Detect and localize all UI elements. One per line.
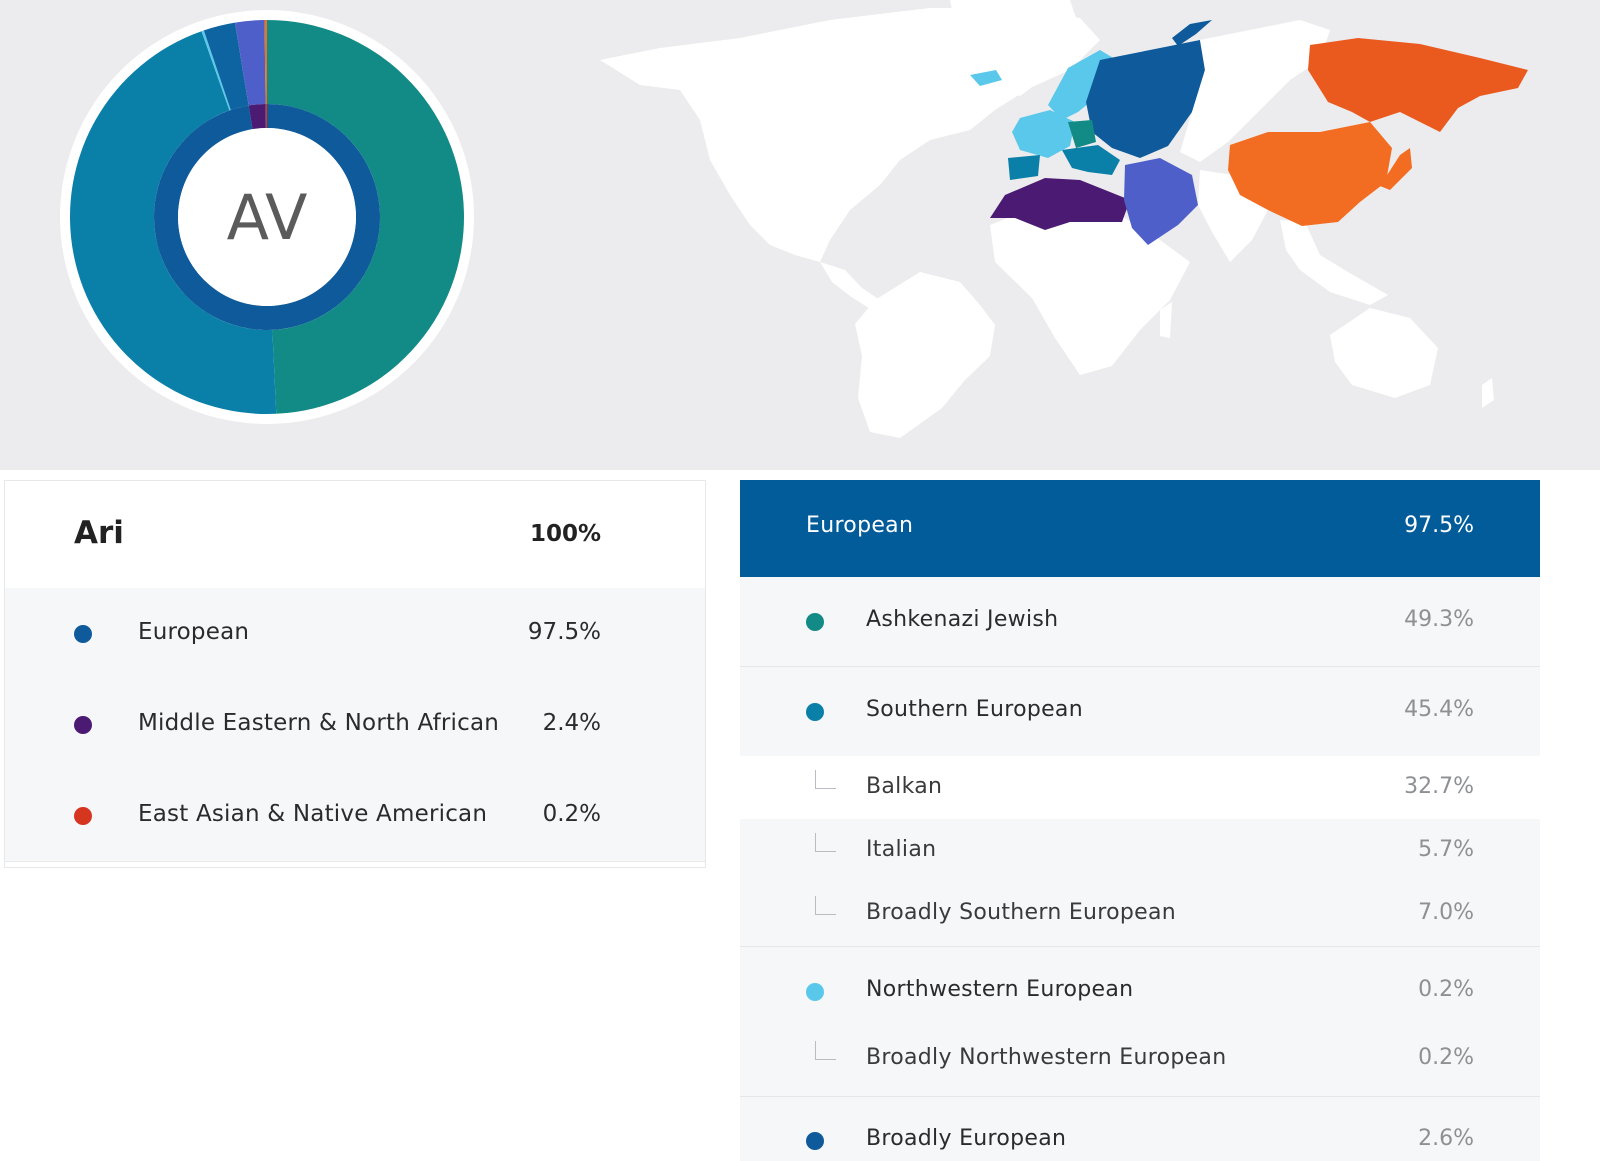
- outer-segment-middle-eastern-north-african[interactable]: [234, 20, 266, 106]
- map-italy-balkans: [1062, 145, 1120, 175]
- map-africa: [990, 205, 1190, 375]
- world-map[interactable]: [600, 0, 1600, 470]
- map-central-europe: [1068, 120, 1096, 148]
- outer-segment-east-asian-native-american[interactable]: [264, 20, 267, 105]
- sub-row-broadly-northwestern[interactable]: Broadly Northwestern European 0.2%: [740, 1035, 1540, 1095]
- european-dot-icon: [74, 625, 92, 643]
- european-detail-panel: European 97.5% Ashkenazi Jewish 49.3% So…: [740, 480, 1540, 1161]
- broadly-european-dot-icon: [806, 1132, 824, 1150]
- map-middle-east: [1124, 158, 1198, 245]
- map-eastern-europe: [1086, 40, 1205, 158]
- east-asian-dot-icon: [74, 807, 92, 825]
- summary-label: East Asian & Native American: [138, 801, 488, 827]
- ancestry-donut-chart: AV: [60, 10, 474, 424]
- map-north-africa: [990, 178, 1130, 230]
- detail-pct: 49.3%: [1404, 607, 1474, 632]
- avatar-initials: AV: [227, 181, 308, 254]
- detail-label: Ashkenazi Jewish: [866, 607, 1059, 632]
- avatar[interactable]: [178, 128, 356, 306]
- map-novaya-zemlya: [1172, 20, 1212, 46]
- sub-row-italian[interactable]: Italian 5.7%: [740, 819, 1540, 882]
- sub-label: Broadly Northwestern European: [866, 1045, 1227, 1070]
- sub-rows-southern: Italian 5.7% Broadly Southern European 7…: [740, 819, 1540, 947]
- tree-branch-icon: [815, 1041, 836, 1060]
- detail-header-pct: 97.5%: [1404, 513, 1474, 538]
- detail-row-ashkenazi[interactable]: Ashkenazi Jewish 49.3%: [740, 577, 1540, 667]
- summary-row-european[interactable]: European 97.5%: [5, 588, 705, 680]
- map-south-america: [855, 272, 995, 438]
- mena-dot-icon: [74, 716, 92, 734]
- sub-pct: 7.0%: [1418, 900, 1474, 925]
- tree-branch-icon: [815, 833, 836, 852]
- detail-row-northwestern-european: Northwestern European 0.2% Broadly North…: [740, 947, 1540, 1097]
- sub-pct: 5.7%: [1418, 837, 1474, 862]
- detail-label: Southern European: [866, 697, 1083, 722]
- southern-european-dot-icon: [806, 703, 824, 721]
- summary-label: Middle Eastern & North African: [138, 710, 500, 736]
- outer-segment-ashkenazi-jewish[interactable]: [267, 20, 464, 414]
- summary-label: European: [138, 619, 250, 645]
- summary-header-row: Ari 100%: [5, 481, 705, 589]
- total-percentage: 100%: [529, 521, 601, 547]
- detail-header[interactable]: European 97.5%: [740, 480, 1540, 577]
- summary-pct: 0.2%: [542, 801, 601, 827]
- map-siberia: [1308, 38, 1528, 132]
- sub-label: Balkan: [866, 774, 943, 799]
- map-new-zealand: [1482, 378, 1494, 408]
- outer-segment-southern-european[interactable]: [70, 31, 277, 414]
- map-kamchatka: [1440, 96, 1458, 128]
- sub-row-broadly-southern[interactable]: Broadly Southern European 7.0%: [740, 882, 1540, 945]
- hero-banner: AV: [0, 0, 1600, 470]
- map-central-asia: [1180, 20, 1330, 162]
- sub-pct: 0.2%: [1418, 1045, 1474, 1070]
- inner-segment-middle-eastern-north-african[interactable]: [248, 104, 266, 130]
- donut-inner-ring: [153, 104, 380, 331]
- northwestern-european-dot-icon: [806, 983, 824, 1001]
- map-southeast-asia: [1280, 220, 1388, 305]
- detail-row-northwestern[interactable]: Northwestern European 0.2%: [740, 947, 1540, 1035]
- detail-row-broadly-european[interactable]: Broadly European 2.6%: [740, 1097, 1540, 1161]
- outer-segment-broadly-european[interactable]: [203, 22, 249, 110]
- detail-label: Broadly European: [866, 1126, 1067, 1151]
- map-central-america: [820, 262, 880, 310]
- sub-pct: 32.7%: [1404, 774, 1474, 799]
- detail-pct: 2.6%: [1418, 1126, 1474, 1151]
- outer-segment-northwestern-european[interactable]: [201, 30, 231, 111]
- map-western-europe: [1012, 110, 1075, 158]
- tree-branch-icon: [815, 770, 836, 789]
- summary-pct: 2.4%: [542, 710, 601, 736]
- summary-row-mena[interactable]: Middle Eastern & North African 2.4%: [5, 679, 705, 771]
- map-madagascar: [1160, 302, 1172, 338]
- ancestry-summary-panel: Ari 100% European 97.5% Middle Eastern &…: [4, 480, 706, 868]
- detail-pct: 0.2%: [1418, 977, 1474, 1002]
- donut-outer-ring: [70, 20, 464, 414]
- detail-pct: 45.4%: [1404, 697, 1474, 722]
- map-japan: [1380, 148, 1412, 190]
- sub-label: Italian: [866, 837, 937, 862]
- person-name: Ari: [74, 515, 124, 551]
- sub-label: Broadly Southern European: [866, 900, 1177, 925]
- summary-pct: 97.5%: [527, 619, 601, 645]
- map-iberia: [1008, 155, 1040, 180]
- map-iceland: [970, 70, 1002, 86]
- map-east-asia: [1228, 122, 1392, 226]
- sub-row-balkan[interactable]: Balkan 32.7%: [740, 756, 1540, 819]
- detail-header-label: European: [806, 513, 914, 538]
- inner-segment-east-asian-native-american[interactable]: [265, 104, 267, 129]
- detail-label: Northwestern European: [866, 977, 1134, 1002]
- tree-branch-icon: [815, 896, 836, 915]
- map-greenland: [950, 0, 1080, 96]
- map-north-america: [600, 8, 1100, 262]
- summary-row-east-asian[interactable]: East Asian & Native American 0.2%: [5, 770, 705, 862]
- ashkenazi-dot-icon: [806, 613, 824, 631]
- detail-row-southern-european[interactable]: Southern European 45.4%: [740, 667, 1540, 757]
- map-australia: [1330, 308, 1438, 398]
